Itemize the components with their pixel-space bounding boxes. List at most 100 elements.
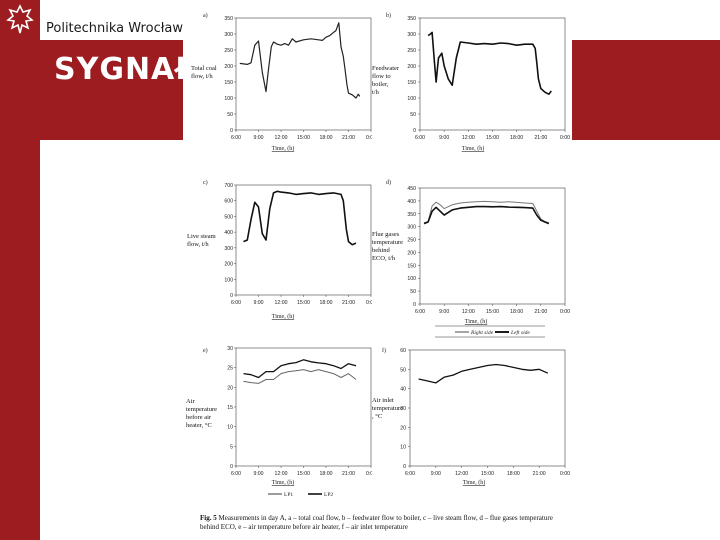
panel-label: c): [203, 179, 208, 186]
y-axis-label-line: Feedwater: [372, 65, 400, 72]
x-tick-label: 15:00: [297, 135, 310, 141]
y-axis-label-line: temperature: [186, 406, 217, 413]
y-axis-label-line: t/h: [372, 89, 380, 96]
x-tick-label: 18:00: [320, 300, 333, 306]
y-tick-label: 50: [410, 289, 416, 295]
y-tick-label: 400: [224, 230, 233, 236]
series-line: [243, 190, 357, 246]
x-axis-label: Time, (h): [465, 318, 487, 325]
y-axis-label: Flue gases temperature behind ECO, t/h: [372, 231, 403, 262]
panel-label: f): [382, 347, 386, 354]
y-axis-label-line: flow, t/h: [187, 241, 209, 248]
x-tick-label: 12:00: [462, 135, 475, 141]
x-tick-label: 0:00: [366, 135, 376, 141]
panel-label: e): [203, 347, 208, 354]
panel-background: [183, 342, 375, 502]
panel-background: [372, 6, 572, 163]
x-axis-label: Time, (h): [272, 479, 294, 486]
eagle-crest-icon: [6, 4, 34, 34]
y-axis-label: Total coal flow, t/h: [191, 65, 217, 80]
x-tick-label: 15:00: [486, 135, 499, 141]
x-tick-label: 0:00: [560, 471, 570, 477]
y-axis-label-line: flow to: [372, 73, 391, 80]
x-axis-label: Time, (h): [272, 313, 294, 320]
x-tick-label: 6:00: [231, 471, 241, 477]
x-tick-label: 6:00: [231, 300, 241, 306]
chart-panel-f: 0 10 20 30 40 50 60 6:00 9:00 12:00 15:00 18:00 21:0…: [372, 342, 572, 502]
x-tick-label: 18:00: [510, 309, 523, 315]
x-tick-label: 18:00: [320, 471, 333, 477]
x-tick-label: 18:00: [320, 135, 333, 141]
y-tick-label: 150: [224, 80, 233, 86]
y-tick-label: 500: [224, 214, 233, 220]
series-line-right-side: [423, 200, 550, 224]
y-tick-label: 200: [224, 262, 233, 268]
y-axis-label-line: temperature: [372, 405, 403, 412]
y-axis-label: Feedwater flow to boiler, t/h: [372, 65, 400, 96]
y-axis-label-line: behind: [372, 247, 390, 254]
x-tick-label: 9:00: [439, 135, 449, 141]
chart-panel-c: 0 100 200 300 400 500 600 700 6:00 9:00 12:00 15:00…: [183, 175, 376, 332]
y-axis-label-line: before air: [186, 414, 212, 421]
x-tick-label: 18:00: [510, 135, 523, 141]
y-tick-label: 0: [403, 464, 406, 470]
x-tick-label: 0:00: [366, 300, 376, 306]
series-line-lp1: [243, 369, 357, 384]
caption-label: Fig. 5: [200, 514, 217, 522]
series-line: [418, 363, 549, 384]
x-tick-label: 21:00: [342, 300, 355, 306]
x-tick-label: 21:00: [533, 471, 546, 477]
x-tick-label: 12:00: [462, 309, 475, 315]
y-tick-label: 0: [413, 302, 416, 308]
x-tick-label: 0:00: [366, 471, 376, 477]
x-axis-label: Time, (h): [463, 479, 485, 486]
y-axis-label-line: flow, t/h: [191, 73, 213, 80]
legend-label: LP1: [284, 492, 293, 498]
y-tick-label: 400: [407, 199, 416, 205]
y-axis-label: Live steam flow, t/h: [187, 233, 216, 248]
y-axis-label: Air inlet temperature, °C: [372, 397, 403, 420]
y-axis-label-line: temperature: [372, 239, 403, 246]
x-tick-label: 6:00: [415, 309, 425, 315]
y-tick-label: 250: [407, 238, 416, 244]
x-tick-label: 21:00: [534, 135, 547, 141]
panel-background: [183, 6, 375, 163]
y-tick-label: 15: [227, 405, 233, 411]
y-axis-label-line: Total coal: [191, 65, 217, 72]
x-tick-label: 6:00: [405, 471, 415, 477]
panel-background: [183, 175, 375, 332]
x-tick-label: 21:00: [342, 135, 355, 141]
panel-label: d): [386, 179, 391, 186]
x-tick-label: 6:00: [415, 135, 425, 141]
y-tick-label: 700: [224, 183, 233, 189]
series-line-left-side: [423, 205, 550, 225]
y-tick-label: 200: [407, 250, 416, 256]
panel-background: [372, 342, 572, 502]
x-tick-label: 9:00: [439, 309, 449, 315]
y-axis-label-line: boiler,: [372, 81, 389, 88]
y-tick-label: 10: [227, 425, 233, 431]
slide-title: SYGNAŁ: [54, 52, 196, 87]
panel-label: a): [203, 12, 208, 19]
x-tick-label: 12:00: [275, 135, 288, 141]
series-line-lp2: [243, 359, 357, 379]
x-tick-label: 15:00: [481, 471, 494, 477]
series-line: [239, 22, 361, 99]
y-tick-label: 0: [230, 128, 233, 134]
y-tick-label: 150: [407, 80, 416, 86]
legend-label: LP2: [324, 492, 333, 498]
y-axis-label-line: ECO, t/h: [372, 255, 396, 262]
y-tick-label: 350: [407, 16, 416, 22]
y-tick-label: 20: [227, 385, 233, 391]
y-tick-label: 0: [413, 128, 416, 134]
y-tick-label: 100: [224, 277, 233, 283]
y-tick-label: 60: [400, 348, 406, 354]
x-tick-label: 18:00: [507, 471, 520, 477]
y-tick-label: 300: [407, 32, 416, 38]
y-tick-label: 0: [230, 293, 233, 299]
x-axis-label: Time, (h): [272, 145, 294, 152]
y-axis-label-line: , °C: [372, 413, 382, 420]
y-tick-label: 300: [224, 246, 233, 252]
x-tick-label: 9:00: [253, 471, 263, 477]
